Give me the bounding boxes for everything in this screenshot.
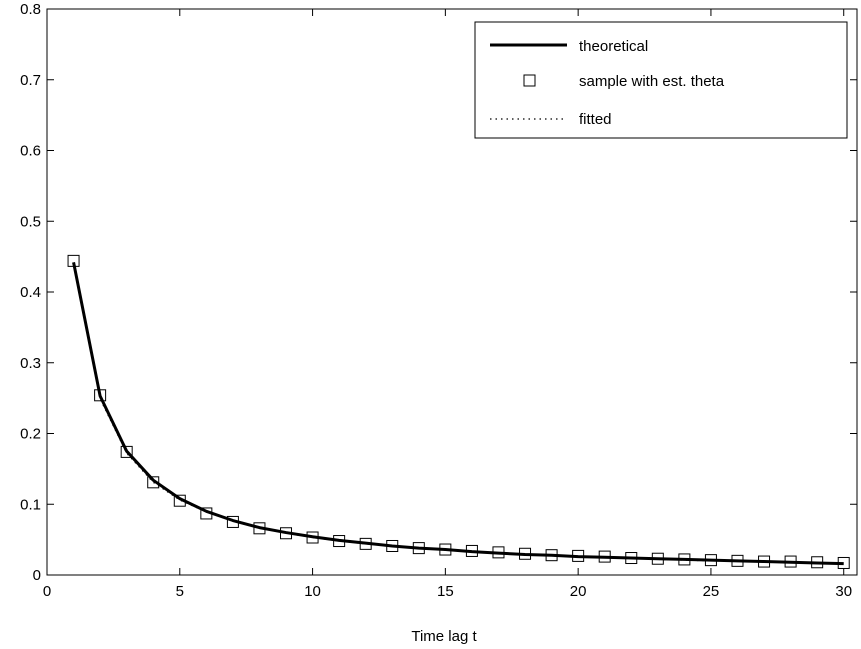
legend-box [474, 21, 848, 139]
legend: theoretical sample with est. theta fitte… [474, 21, 848, 139]
series-line-fitted [72, 265, 844, 565]
data-point-square [837, 556, 850, 569]
y-tick-label: 0.4 [20, 284, 41, 301]
data-point-square [731, 554, 744, 567]
data-point-square [412, 542, 425, 555]
y-tick-label: 0.8 [20, 1, 41, 18]
y-tick-labels: 0 0.1 0.2 0.3 0.4 0.5 0.6 0.7 0.8 [20, 1, 41, 584]
legend-swatch-sample [523, 74, 536, 87]
y-tick-label: 0.6 [20, 143, 41, 160]
data-point-square [545, 549, 558, 562]
data-point-square [306, 531, 319, 544]
series-sample-markers [67, 254, 850, 569]
x-tick-labels: 0 5 10 15 20 25 30 [43, 583, 852, 600]
data-point-square [811, 556, 824, 569]
y-tick-label: 0.1 [20, 496, 41, 513]
series-line-theoretical [72, 261, 844, 566]
data-point-square [173, 494, 186, 507]
data-point-square [94, 389, 107, 402]
x-axis-title: Time lag t [411, 628, 477, 645]
data-point-square [678, 553, 691, 566]
data-point-square [333, 535, 346, 548]
x-tick-label: 10 [304, 583, 321, 600]
y-tick-label: 0.5 [20, 213, 41, 230]
legend-label-theoretical: theoretical [579, 38, 648, 55]
data-point-square [386, 539, 399, 552]
x-tick-label: 5 [176, 583, 184, 600]
x-tick-label: 20 [570, 583, 587, 600]
data-point-square [359, 537, 372, 550]
axis-ticks [46, 8, 857, 576]
y-tick-label: 0.2 [20, 426, 41, 443]
data-point-square [492, 546, 505, 559]
data-point-square [704, 554, 717, 567]
y-tick-label: 0 [33, 567, 41, 584]
data-point-square [280, 527, 293, 540]
x-tick-label: 25 [703, 583, 720, 600]
y-tick-label: 0.7 [20, 72, 41, 89]
legend-label-fitted: fitted [579, 111, 612, 128]
legend-label-sample: sample with est. theta [579, 73, 725, 90]
x-tick-label: 0 [43, 583, 51, 600]
data-point-square [147, 476, 160, 489]
data-point-square [120, 445, 133, 458]
data-point-square [519, 547, 532, 560]
data-point-square [651, 552, 664, 565]
data-point-square [572, 549, 585, 562]
x-tick-label: 30 [835, 583, 852, 600]
series-layer [67, 254, 850, 569]
x-tick-label: 15 [437, 583, 454, 600]
y-tick-label: 0.3 [20, 355, 41, 372]
